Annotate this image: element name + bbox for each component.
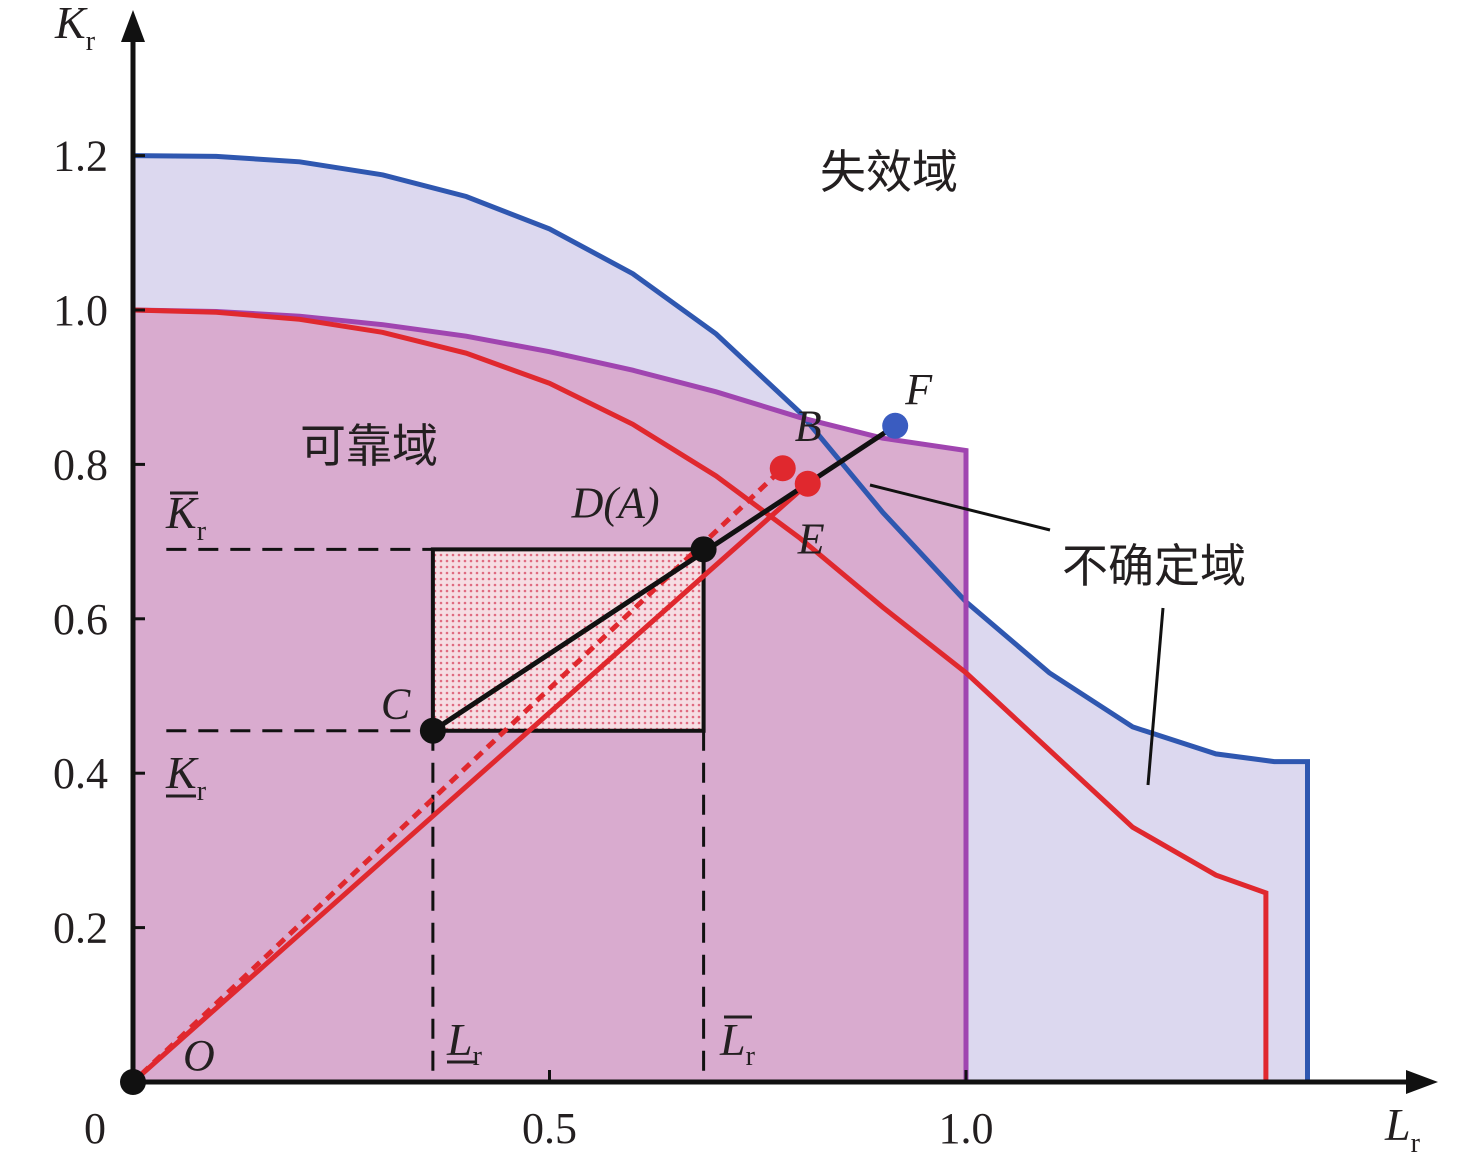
y-ticks: 0.2 0.4 0.6 0.8 1.0 1.2 bbox=[53, 132, 145, 953]
point-label-o: O bbox=[183, 1031, 215, 1080]
l-lower-label-sub: r bbox=[473, 1041, 483, 1072]
l-upper-label-main: L bbox=[719, 1014, 746, 1065]
x-axis-arrowhead bbox=[1406, 1070, 1438, 1094]
y-axis-title-sub: r bbox=[86, 26, 96, 57]
marked-points: O C D(A) B E F bbox=[120, 365, 933, 1095]
y-axis-arrowhead bbox=[121, 10, 145, 42]
l-upper-label: Lr bbox=[719, 1014, 756, 1072]
failure-region-label: 失效域 bbox=[820, 145, 958, 199]
outer-failure-curve bbox=[132, 153, 1310, 1082]
interval-box-outline bbox=[430, 547, 706, 733]
k-lower-label-sub: r bbox=[197, 776, 207, 807]
k-lower-label-main: K bbox=[165, 747, 199, 798]
y-tick-label: 0.4 bbox=[53, 749, 108, 798]
x-axis-title-sub: r bbox=[1411, 1128, 1421, 1159]
reliable-region-label: 可靠域 bbox=[300, 419, 438, 473]
l-upper-label-sub: r bbox=[746, 1041, 756, 1072]
k-lower-label: Kr bbox=[165, 747, 207, 807]
x-axis-title: Lr bbox=[1384, 1099, 1421, 1159]
uncertain-leader-line-2 bbox=[1146, 607, 1165, 786]
point-label-c: C bbox=[381, 680, 411, 729]
point-label-e: E bbox=[797, 515, 825, 564]
y-axis-title-main: K bbox=[54, 0, 88, 48]
l-lower-label-main: L bbox=[446, 1014, 473, 1065]
point-o bbox=[120, 1069, 146, 1095]
k-upper-label: Kr bbox=[165, 487, 207, 547]
point-b bbox=[769, 455, 796, 482]
point-c bbox=[419, 717, 446, 744]
uncertain-region-label: 不确定域 bbox=[1062, 539, 1246, 593]
load-line-oe bbox=[131, 481, 810, 1084]
point-label-f: F bbox=[904, 365, 933, 414]
y-axis-title: Kr bbox=[54, 0, 96, 57]
x-tick-label: 1.0 bbox=[939, 1104, 994, 1153]
y-tick-label: 0.2 bbox=[53, 904, 108, 953]
y-tick-label: 0.8 bbox=[53, 440, 108, 489]
y-tick-label: 0.6 bbox=[53, 595, 108, 644]
l-lower-label: Lr bbox=[446, 1014, 483, 1072]
middle-curve bbox=[132, 307, 969, 1082]
k-upper-label-sub: r bbox=[197, 516, 207, 547]
x-tick-label: 0.5 bbox=[522, 1104, 577, 1153]
x-tick-label: 0 bbox=[84, 1104, 106, 1153]
y-tick-label: 1.0 bbox=[53, 286, 108, 335]
point-da bbox=[690, 536, 717, 563]
point-label-da: D(A) bbox=[571, 478, 660, 527]
k-upper-label-main: K bbox=[165, 487, 199, 538]
x-ticks: 0 0.5 1.0 bbox=[84, 1070, 994, 1153]
x-axis-title-main: L bbox=[1384, 1099, 1411, 1150]
point-e bbox=[794, 470, 821, 497]
point-f bbox=[882, 412, 909, 439]
y-tick-label: 1.2 bbox=[53, 132, 108, 181]
point-label-b: B bbox=[795, 401, 822, 450]
uncertain-leader-line-1 bbox=[869, 483, 1051, 532]
inner-reliable-curve bbox=[132, 307, 1269, 1082]
